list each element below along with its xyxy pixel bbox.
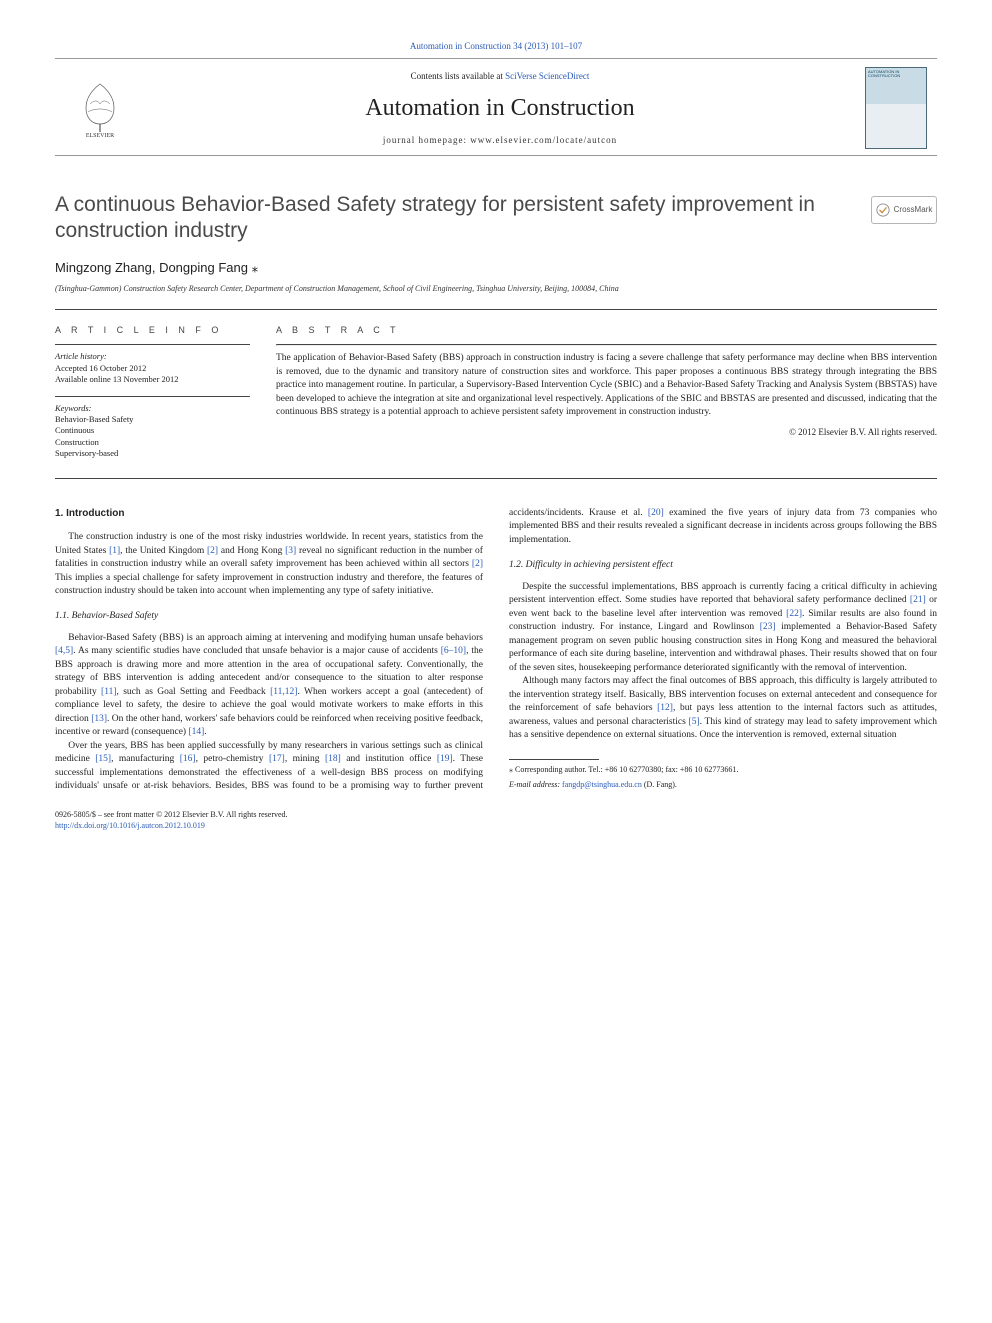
author-names: Mingzong Zhang, Dongping Fang [55,260,252,275]
ref-link[interactable]: [2] [207,546,218,556]
abstract: A B S T R A C T The application of Behav… [276,310,937,470]
info-rule-2 [55,396,250,397]
ref-link[interactable]: [18] [325,754,341,764]
ref-link[interactable]: [23] [760,622,776,632]
page-footer: 0926-5805/$ – see front matter © 2012 El… [55,810,937,832]
journal-name: Automation in Construction [145,92,855,124]
para-12b: Although many factors may affect the fin… [509,675,937,742]
doi-link[interactable]: http://dx.doi.org/10.1016/j.autcon.2012.… [55,821,205,830]
crossmark-badge[interactable]: CrossMark [871,196,937,224]
journal-header: ELSEVIER Contents lists available at Sci… [55,58,937,156]
abstract-rule [276,344,937,346]
ref-link[interactable]: [15] [95,754,111,764]
ref-link[interactable]: [2] [472,559,483,569]
ref-link[interactable]: [19] [437,754,453,764]
article-title: A continuous Behavior-Based Safety strat… [55,192,853,245]
para-intro: The construction industry is one of the … [55,531,483,598]
keyword: Supervisory-based [55,448,250,459]
article-info-heading: A R T I C L E I N F O [55,324,250,336]
email-link[interactable]: fangdp@tsinghua.edu.cn [562,780,642,789]
article-info: A R T I C L E I N F O Article history: A… [55,310,250,470]
journal-homepage: journal homepage: www.elsevier.com/locat… [145,134,855,146]
authors: Mingzong Zhang, Dongping Fang ⁎ [55,259,937,277]
ref-link[interactable]: [5] [689,717,700,727]
ref-link[interactable]: [17] [269,754,285,764]
elsevier-logo: ELSEVIER [55,78,145,138]
ref-link[interactable]: [11,12] [270,687,297,697]
info-rule-1 [55,344,250,345]
sciencedirect-link[interactable]: SciVerse ScienceDirect [505,71,589,81]
keywords-label: Keywords: [55,403,250,414]
crossmark-icon [876,203,890,217]
subsection-heading-11: 1.1. Behavior-Based Safety [55,610,483,623]
ref-link[interactable]: [20] [648,508,664,518]
history-available: Available online 13 November 2012 [55,374,250,385]
elsevier-tree-icon: ELSEVIER [72,78,128,138]
ref-link[interactable]: [1] [109,546,120,556]
journal-cover-thumb: AUTOMATION IN CONSTRUCTION [855,67,937,149]
history-label: Article history: [55,351,250,362]
contents-line: Contents lists available at SciVerse Sci… [145,70,855,82]
ref-link[interactable]: [13] [91,714,107,724]
issn-line: 0926-5805/$ – see front matter © 2012 El… [55,810,937,821]
abstract-heading: A B S T R A C T [276,324,937,336]
crossmark-label: CrossMark [894,205,933,216]
top-citation: Automation in Construction 34 (2013) 101… [55,40,937,52]
contents-prefix: Contents lists available at [411,71,505,81]
body-columns: 1. Introduction The construction industr… [55,507,937,794]
footnote-rule [509,759,599,760]
ref-link[interactable]: [6–10] [441,646,466,656]
keyword: Construction [55,437,250,448]
email-line: E-mail address: fangdp@tsinghua.edu.cn (… [509,779,937,790]
abstract-copyright: © 2012 Elsevier B.V. All rights reserved… [276,426,937,438]
ref-link[interactable]: [21] [910,595,926,605]
ref-link[interactable]: [16] [180,754,196,764]
section-heading-1: 1. Introduction [55,507,483,521]
subsection-heading-12: 1.2. Difficulty in achieving persistent … [509,559,937,572]
ref-link[interactable]: [22] [786,609,802,619]
para-12a: Despite the successful implementations, … [509,581,937,675]
ref-link[interactable]: [14] [188,727,204,737]
abstract-text: The application of Behavior-Based Safety… [276,352,937,419]
ref-link[interactable]: [4,5] [55,646,73,656]
ref-link[interactable]: [3] [285,546,296,556]
affiliation: (Tsinghua-Gammon) Construction Safety Re… [55,284,937,295]
corr-text: ⁎ Corresponding author. Tel.: +86 10 627… [509,765,738,774]
ref-link[interactable]: [11] [101,687,116,697]
keyword: Continuous [55,425,250,436]
corresponding-mark[interactable]: ⁎ [252,260,259,275]
svg-text:ELSEVIER: ELSEVIER [86,133,114,138]
keyword: Behavior-Based Safety [55,414,250,425]
email-label: E-mail address: [509,780,562,789]
para-11a: Behavior-Based Safety (BBS) is an approa… [55,632,483,740]
cover-title: AUTOMATION IN CONSTRUCTION [868,70,924,78]
citation-link[interactable]: Automation in Construction 34 (2013) 101… [410,41,582,51]
corresponding-author-note: ⁎ Corresponding author. Tel.: +86 10 627… [509,764,937,775]
history-accepted: Accepted 16 October 2012 [55,363,250,374]
ref-link[interactable]: [12] [657,703,673,713]
rule-bottom-abs [55,478,937,479]
email-suffix: (D. Fang). [642,780,677,789]
